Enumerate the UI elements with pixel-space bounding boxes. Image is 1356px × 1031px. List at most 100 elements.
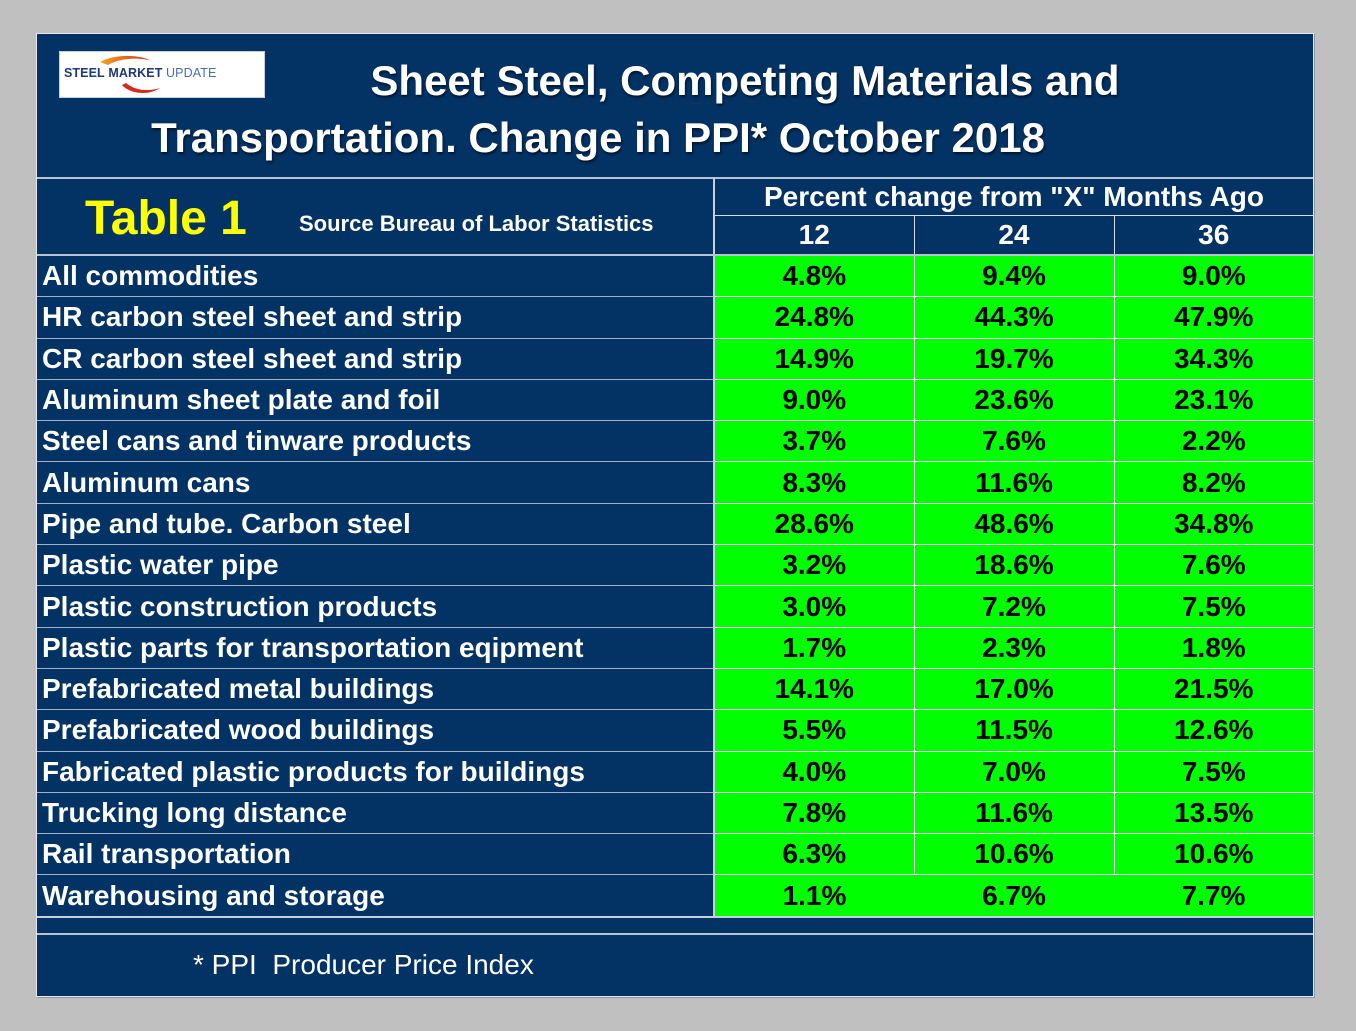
ppi-change-table: Table 1 Source Bureau of Labor Statistic… bbox=[37, 178, 1314, 918]
value-cell-24-months: 11.5% bbox=[914, 709, 1115, 752]
column-header-36: 36 bbox=[1114, 215, 1314, 257]
value-cell-24-months: 10.6% bbox=[914, 833, 1115, 876]
logo-text: STEEL MARKET UPDATE bbox=[64, 66, 216, 80]
value-cell-36-months: 12.6% bbox=[1114, 709, 1314, 752]
row-label: Warehousing and storage bbox=[37, 874, 715, 918]
percent-change-header: Percent change from "X" Months Ago bbox=[714, 178, 1314, 217]
logo-word-steel: STEEL bbox=[64, 66, 105, 80]
logo-swoosh-icon bbox=[100, 55, 160, 94]
table-row: Prefabricated wood buildings 5.5% 11.5% 12.… bbox=[37, 709, 1314, 752]
value-cell-36-months: 13.5% bbox=[1114, 792, 1314, 835]
value-cell-12-months: 3.0% bbox=[714, 585, 915, 628]
value-cell-24-months: 18.6% bbox=[914, 544, 1115, 587]
table-row: Warehousing and storage 1.1% 6.7% 7.7% bbox=[37, 874, 1314, 918]
row-label: Steel cans and tinware products bbox=[37, 420, 715, 463]
value-cell-36-months: 23.1% bbox=[1114, 379, 1314, 422]
value-cell-36-months: 7.7% bbox=[1114, 874, 1314, 918]
value-cell-36-months: 9.0% bbox=[1114, 255, 1314, 298]
value-cell-12-months: 5.5% bbox=[714, 709, 915, 752]
row-label: Aluminum cans bbox=[37, 461, 715, 504]
value-cell-12-months: 1.1% bbox=[714, 874, 914, 918]
value-cell-12-months: 3.7% bbox=[714, 420, 915, 463]
value-cell-24-months: 2.3% bbox=[914, 627, 1115, 669]
source-label: Source Bureau of Labor Statistics bbox=[299, 211, 654, 236]
value-cell-24-months: 7.2% bbox=[914, 585, 1115, 628]
header-row-2: 12 24 36 bbox=[37, 215, 1314, 257]
title-line-2: Transportation. Change in PPI* October 2… bbox=[151, 114, 1045, 161]
row-label: Rail transportation bbox=[37, 833, 715, 876]
table-row: Prefabricated metal buildings 14.1% 17.0% 2… bbox=[37, 668, 1314, 711]
value-cell-24-months: 7.0% bbox=[914, 751, 1115, 793]
value-cell-12-months: 4.8% bbox=[714, 255, 915, 298]
value-cell-36-months: 34.3% bbox=[1114, 338, 1314, 380]
column-header-24: 24 bbox=[914, 215, 1115, 257]
value-cell-36-months: 7.6% bbox=[1114, 544, 1314, 587]
value-cell-12-months: 4.0% bbox=[714, 751, 915, 793]
row-label: CR carbon steel sheet and strip bbox=[37, 338, 715, 380]
row-label: Pipe and tube. Carbon steel bbox=[37, 503, 715, 546]
steel-market-update-logo: STEEL MARKET UPDATE bbox=[59, 51, 265, 98]
table-row: HR carbon steel sheet and strip 24.8% 44.3… bbox=[37, 296, 1314, 339]
value-cell-12-months: 8.3% bbox=[714, 461, 915, 504]
table-row: CR carbon steel sheet and strip 14.9% 19.7… bbox=[37, 338, 1314, 380]
value-cell-12-months: 14.1% bbox=[714, 668, 915, 711]
value-cell-24-months: 23.6% bbox=[914, 379, 1115, 422]
row-label: Fabricated plastic products for building… bbox=[37, 751, 715, 793]
value-cell-12-months: 9.0% bbox=[714, 379, 915, 422]
value-cell-12-months: 14.9% bbox=[714, 338, 915, 380]
table-body: All commodities 4.8% 9.4% 9.0% HR carbon ste… bbox=[37, 255, 1314, 918]
value-cell-12-months: 24.8% bbox=[714, 296, 915, 339]
row-label: Plastic water pipe bbox=[37, 544, 715, 587]
row-label: HR carbon steel sheet and strip bbox=[37, 296, 715, 339]
value-cell-24-months: 11.6% bbox=[914, 461, 1115, 504]
value-cell-24-months: 44.3% bbox=[914, 296, 1115, 339]
footer: * PPI Producer Price Index bbox=[37, 933, 1313, 998]
page-title: Sheet Steel, Competing Materials and Tra… bbox=[151, 52, 1313, 166]
value-cell-24-months: 9.4% bbox=[914, 255, 1115, 298]
value-cell-24-months: 17.0% bbox=[914, 668, 1115, 711]
value-cell-36-months: 1.8% bbox=[1114, 627, 1314, 669]
column-header-12: 12 bbox=[714, 215, 915, 257]
value-cell-24-months: 11.6% bbox=[914, 792, 1115, 835]
value-cell-24-months: 6.7% bbox=[914, 874, 1114, 918]
value-cell-36-months: 7.5% bbox=[1114, 751, 1314, 793]
table-row: Aluminum cans 8.3% 11.6% 8.2% bbox=[37, 461, 1314, 504]
row-label: Plastic parts for transportation eqipmen… bbox=[37, 627, 715, 669]
ppi-table-panel: STEEL MARKET UPDATE Sheet Steel, Competi… bbox=[36, 33, 1314, 997]
footnote: * PPI Producer Price Index bbox=[193, 949, 534, 980]
row-label: Trucking long distance bbox=[37, 792, 715, 835]
value-cell-36-months: 21.5% bbox=[1114, 668, 1314, 711]
value-cell-36-months: 7.5% bbox=[1114, 585, 1314, 628]
value-cell-12-months: 6.3% bbox=[714, 833, 915, 876]
row-label: Plastic construction products bbox=[37, 585, 715, 628]
table-row: Fabricated plastic products for building… bbox=[37, 751, 1314, 793]
value-cell-24-months: 19.7% bbox=[914, 338, 1115, 380]
table-row: Plastic construction products 3.0% 7.2% 7.5… bbox=[37, 585, 1314, 628]
title-band: STEEL MARKET UPDATE Sheet Steel, Competi… bbox=[37, 34, 1313, 179]
value-cell-24-months: 48.6% bbox=[914, 503, 1115, 546]
row-label: Prefabricated metal buildings bbox=[37, 668, 715, 711]
value-cell-12-months: 7.8% bbox=[714, 792, 915, 835]
title-line-1: Sheet Steel, Competing Materials and bbox=[370, 57, 1120, 104]
table-row: Plastic water pipe 3.2% 18.6% 7.6% bbox=[37, 544, 1314, 587]
table-title-cell: Table 1 Source Bureau of Labor Statistic… bbox=[37, 178, 715, 256]
table-label: Table 1 bbox=[85, 192, 247, 245]
value-cell-36-months: 34.8% bbox=[1114, 503, 1314, 546]
table-row: Trucking long distance 7.8% 11.6% 13.5% bbox=[37, 792, 1314, 835]
value-cell-12-months: 28.6% bbox=[714, 503, 915, 546]
value-cell-36-months: 8.2% bbox=[1114, 461, 1314, 504]
header-row-1: Table 1 Source Bureau of Labor Statistic… bbox=[37, 178, 1314, 256]
table-row: Rail transportation 6.3% 10.6% 10.6% bbox=[37, 833, 1314, 876]
value-cell-24-months: 7.6% bbox=[914, 420, 1115, 463]
value-cell-36-months: 2.2% bbox=[1114, 420, 1314, 463]
logo-word-market: MARKET bbox=[108, 66, 163, 80]
row-label: Aluminum sheet plate and foil bbox=[37, 379, 715, 422]
row-label: All commodities bbox=[37, 255, 715, 298]
table-row: Pipe and tube. Carbon steel 28.6% 48.6% 34.… bbox=[37, 503, 1314, 546]
table-row: All commodities 4.8% 9.4% 9.0% bbox=[37, 255, 1314, 298]
value-cell-36-months: 10.6% bbox=[1114, 833, 1314, 876]
table-row: Steel cans and tinware products 3.7% 7.6% 2… bbox=[37, 420, 1314, 463]
row-label: Prefabricated wood buildings bbox=[37, 709, 715, 752]
logo-word-update: UPDATE bbox=[166, 66, 217, 80]
table-row: Aluminum sheet plate and foil 9.0% 23.6% 23… bbox=[37, 379, 1314, 422]
